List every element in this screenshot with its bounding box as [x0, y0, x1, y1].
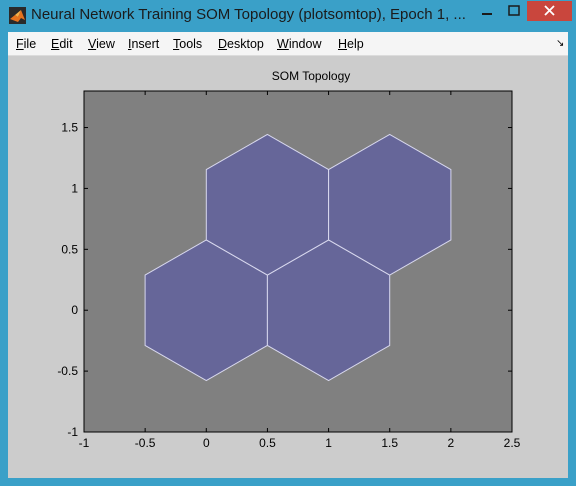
menu-bar: File Edit View Insert Tools Desktop Wind…	[8, 32, 568, 56]
menu-desktop-mnemonic: D	[218, 37, 228, 51]
y-tick-label: 0.5	[61, 242, 78, 256]
menu-file[interactable]: File	[16, 37, 36, 51]
menu-file-mnemonic: F	[16, 37, 24, 51]
matlab-logo-icon	[9, 7, 26, 24]
menu-view[interactable]: View	[88, 37, 115, 51]
menu-window[interactable]: Window	[277, 37, 321, 51]
maximize-icon	[508, 5, 520, 16]
menu-insert[interactable]: Insert	[128, 37, 159, 51]
y-tick-label: 1	[71, 181, 78, 195]
chart-title: SOM Topology	[272, 69, 351, 83]
menu-view-label: iew	[96, 37, 115, 51]
minimize-icon	[482, 13, 492, 15]
x-axis-ticks: -1 -0.5 0 0.5 1 1.5 2 2.5	[79, 91, 521, 450]
menu-desktop-label: esktop	[227, 37, 264, 51]
menu-window-mnemonic: W	[277, 37, 289, 51]
maximize-button[interactable]	[501, 1, 527, 21]
figure-canvas: SOM Topology -1 -0.5 0 0.5 1 1.5 2 2.5 -1 -0.5 0 0…	[8, 56, 568, 478]
menu-edit[interactable]: Edit	[51, 37, 73, 51]
menu-help-mnemonic: H	[338, 37, 348, 51]
menu-help[interactable]: Help	[338, 37, 364, 51]
menu-insert-mnemonic: I	[128, 37, 132, 51]
menu-tools-label: ools	[179, 37, 203, 51]
menu-help-label: elp	[347, 37, 364, 51]
minimize-button[interactable]	[473, 1, 501, 21]
menu-tools[interactable]: Tools	[173, 37, 202, 51]
menu-file-label: ile	[23, 37, 37, 51]
som-topology-plot: SOM Topology -1 -0.5 0 0.5 1 1.5 2 2.5 -1 -0.5 0 0…	[57, 69, 521, 450]
close-icon	[544, 5, 555, 16]
x-tick-label: 2	[448, 436, 455, 450]
neuron-hexagon-3	[328, 133, 452, 276]
menu-view-mnemonic: V	[88, 37, 97, 51]
y-tick-label: 0	[71, 303, 78, 317]
menu-edit-mnemonic: E	[51, 37, 60, 51]
neuron-layer	[144, 133, 452, 382]
menu-insert-label: nsert	[131, 37, 160, 51]
menu-desktop[interactable]: Desktop	[218, 37, 264, 51]
title-bar[interactable]: Neural Network Training SOM Topology (pl…	[0, 0, 576, 32]
y-axis-ticks: -1 -0.5 0 0.5 1 1.5	[57, 121, 512, 439]
close-button[interactable]	[527, 1, 572, 21]
x-tick-label: 0	[203, 436, 210, 450]
menu-tools-mnemonic: T	[173, 37, 180, 51]
dock-arrow-icon[interactable]: ↘	[556, 38, 565, 49]
menu-window-label: indow	[288, 37, 322, 51]
x-tick-label: -0.5	[135, 436, 156, 450]
x-tick-label: -1	[79, 436, 90, 450]
y-tick-label: -0.5	[57, 364, 78, 378]
window-title: Neural Network Training SOM Topology (pl…	[31, 6, 466, 23]
x-tick-label: 0.5	[259, 436, 276, 450]
x-tick-label: 2.5	[504, 436, 521, 450]
y-tick-label: -1	[67, 425, 78, 439]
y-tick-label: 1.5	[61, 121, 78, 135]
x-tick-label: 1	[325, 436, 332, 450]
x-tick-label: 1.5	[381, 436, 398, 450]
menu-edit-label: dit	[59, 37, 73, 51]
